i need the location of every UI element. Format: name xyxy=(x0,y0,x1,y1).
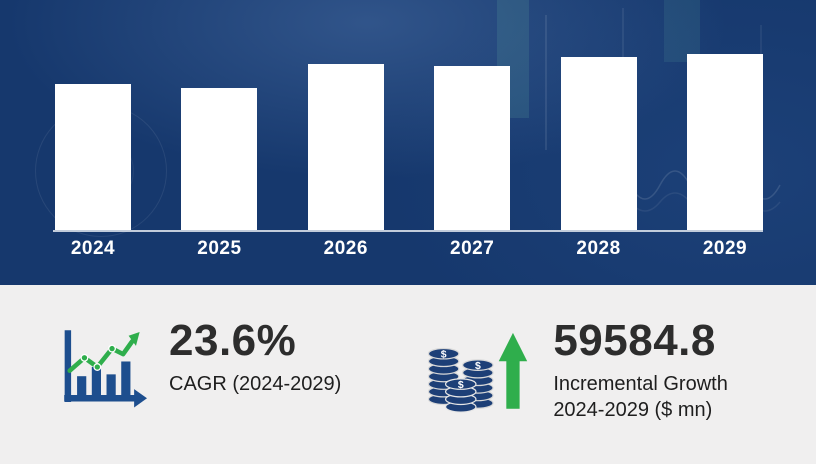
bar-2028 xyxy=(560,57,637,230)
bar-label-2026: 2026 xyxy=(323,238,368,259)
bar-2024 xyxy=(55,84,131,230)
bar-label-2027: 2027 xyxy=(450,238,495,259)
chart-section: 2024 2025 2026 2027 2028 2029 xyxy=(0,0,816,285)
svg-text:$: $ xyxy=(458,380,464,391)
incremental-growth-text: 59584.8 Incremental Growth 2024-2029 ($ … xyxy=(553,319,728,423)
growth-chart-icon xyxy=(64,330,147,408)
bar-label-2025: 2025 xyxy=(197,238,242,259)
chart-labels: 2024 2025 2026 2027 2028 2029 xyxy=(55,238,763,260)
incremental-growth-label-line1: Incremental Growth xyxy=(553,373,728,395)
coins-up-arrow-icon: $ $ $ xyxy=(428,332,528,413)
cagr-text: 23.6% CAGR (2024-2029) xyxy=(169,319,341,397)
incremental-growth-stat: $ $ $ xyxy=(419,319,728,423)
bar-label-2028: 2028 xyxy=(576,238,621,259)
up-arrow xyxy=(499,332,528,409)
bar-chart xyxy=(55,0,763,230)
bar-2026 xyxy=(307,64,384,230)
cagr-label: CAGR (2024-2029) xyxy=(169,373,342,395)
incremental-growth-label-line2: 2024-2029 ($ mn) xyxy=(553,399,713,421)
cagr-stat: 23.6% CAGR (2024-2029) xyxy=(55,319,341,415)
bar-2029 xyxy=(686,54,763,230)
stats-section: 23.6% CAGR (2024-2029) $ xyxy=(0,285,816,464)
svg-text:$: $ xyxy=(441,350,447,361)
svg-text:$: $ xyxy=(475,361,481,372)
incremental-growth-value: 59584.8 xyxy=(553,316,716,365)
bar-2027 xyxy=(434,66,511,230)
bar-label-2024: 2024 xyxy=(70,238,116,259)
cagr-value: 23.6% xyxy=(169,316,297,365)
bar-2025 xyxy=(181,88,258,230)
chart-baseline xyxy=(53,230,763,232)
bar-label-2029: 2029 xyxy=(702,238,748,259)
